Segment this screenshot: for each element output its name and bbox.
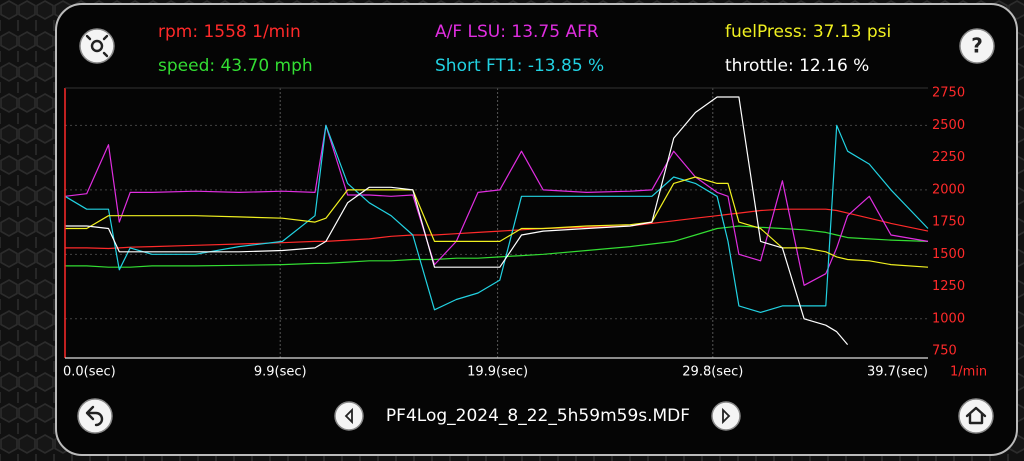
svg-text:?: ? <box>971 34 983 58</box>
legend-entry: fuelPress: 37.13 psi <box>725 22 891 42</box>
series-line <box>64 124 929 286</box>
legend-entry: throttle: 12.16 % <box>725 56 869 76</box>
x-tick-label: 9.9(sec) <box>254 365 307 380</box>
settings-button[interactable] <box>79 28 115 64</box>
y-tick-label: 2750 <box>932 86 965 101</box>
y-tick-label: 2500 <box>932 118 965 133</box>
legend-entry: Short FT1: -13.85 % <box>435 56 604 76</box>
legend-entry: A/F LSU: 13.75 AFR <box>435 22 599 42</box>
legend-entry: rpm: 1558 1/min <box>158 22 301 42</box>
plot: 0.0(sec) 9.9(sec) 19.9(sec) 29.8(sec) 39.7(s… <box>63 86 965 380</box>
y-tick-label: 2250 <box>932 150 965 165</box>
series-line <box>65 208 929 250</box>
x-tick-label: 39.7(sec) <box>867 365 928 380</box>
y-tick-label: 750 <box>932 344 957 359</box>
y-tick-label: 1000 <box>932 311 965 326</box>
series-line <box>65 176 929 268</box>
next-file-button[interactable] <box>711 401 741 431</box>
x-tick-label: 29.8(sec) <box>682 365 743 380</box>
y-tick-label: 2000 <box>932 182 965 197</box>
back-button[interactable] <box>77 398 113 434</box>
series-line <box>65 225 929 268</box>
x-tick-label: 19.9(sec) <box>467 365 528 380</box>
y-tick-label: 1750 <box>932 215 965 230</box>
file-name: PF4Log_2024_8_22_5h59m59s.MDF <box>386 406 690 426</box>
legend-entry: speed: 43.70 mph <box>158 56 313 76</box>
help-button[interactable]: ? <box>959 28 995 64</box>
y-tick-label: 1500 <box>932 247 965 262</box>
y-tick-label: 1250 <box>932 279 965 294</box>
x-tick-label: 0.0(sec) <box>63 365 116 380</box>
y-axis-unit: 1/min <box>950 365 987 380</box>
previous-file-button[interactable] <box>334 401 364 431</box>
home-button[interactable] <box>958 398 994 434</box>
series-line <box>65 96 849 345</box>
